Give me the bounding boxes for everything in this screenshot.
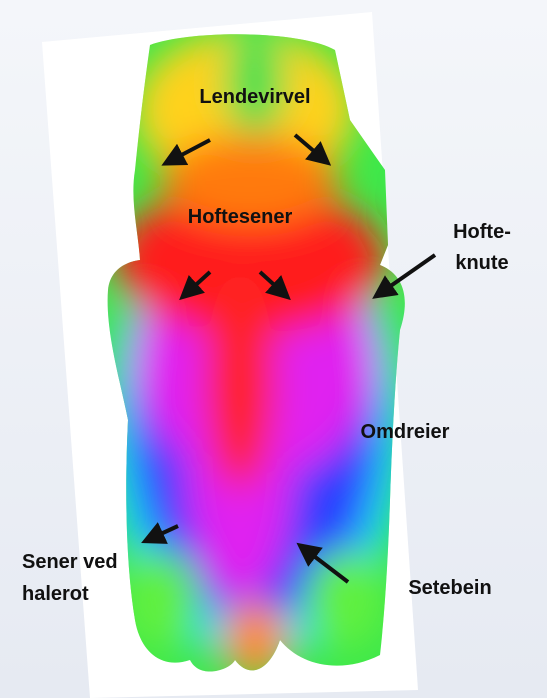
label: Lendevirvel xyxy=(199,86,310,108)
label: Hofte- xyxy=(453,221,511,243)
figure: Lendevirvel Hoftesener Hofte-knute Omdreier… xyxy=(0,0,547,698)
depth-zone xyxy=(225,25,285,135)
label: Sener ved xyxy=(22,551,118,573)
label: halerot xyxy=(22,583,89,605)
depth-zone xyxy=(305,550,385,650)
depth-zone xyxy=(205,270,275,490)
label: knute xyxy=(455,252,508,274)
label: Omdreier xyxy=(361,421,450,443)
label: Hoftesener xyxy=(188,206,293,228)
label: Setebein xyxy=(408,577,491,599)
